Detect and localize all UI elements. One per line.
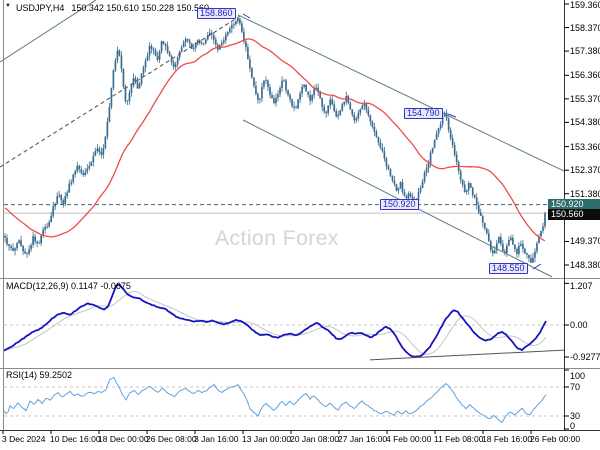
rsi-tick-label: 100 (570, 371, 586, 381)
symbol-title: USDJPY,H4 150.342 150.610 150.228 150.560 (16, 3, 209, 13)
watermark: Action Forex (215, 226, 339, 250)
axis-tag-hline: 150.920 (548, 199, 600, 210)
macd-label: MACD(12,26,9) 0.1147 -0.0675 (6, 281, 131, 291)
date-tick-label: 3 Jan 16:00 (194, 434, 239, 444)
price-tick-label: 151.380 (570, 188, 600, 199)
date-tick-label: 18 Dec 00:00 (98, 434, 149, 444)
date-tick-label: 26 Dec 08:00 (146, 434, 197, 444)
price-tick-label: 152.370 (570, 165, 600, 176)
rsi-tick-label: 0 (570, 421, 576, 431)
price-tick-label: 158.370 (570, 22, 600, 33)
macd-values: 0.1147 -0.0675 (71, 281, 131, 291)
price-tick-label: 154.380 (570, 117, 600, 128)
price-tick-label: 155.370 (570, 93, 600, 104)
price-label-peak: 158.860 (197, 8, 236, 19)
ohlc-quote: 150.342 150.610 150.228 150.560 (71, 3, 209, 13)
price-label-low: 148.550 (489, 263, 528, 274)
axis-tag-current-price: 150.560 (548, 209, 600, 220)
macd-tick-label: 1.207 (570, 281, 593, 291)
date-tick-label: 3 Dec 2024 (2, 434, 46, 444)
macd-tick-label: 0.00 (570, 320, 588, 330)
price-tick-label: 156.360 (570, 70, 600, 81)
date-tick-label: 4 Feb 00:00 (386, 434, 432, 444)
date-tick-label: 26 Feb 00:00 (530, 434, 581, 444)
symbol-dropdown-icon[interactable]: ▼ (5, 3, 11, 9)
date-tick-label: 11 Feb 08:00 (434, 434, 484, 444)
rsi-name: RSI(14) (6, 370, 38, 380)
price-tick-label: 159.360 (570, 0, 600, 10)
rsi-label: RSI(14) 59.2502 (6, 370, 72, 380)
price-label-channel: 154.790 (404, 108, 443, 119)
date-tick-label: 20 Jan 08:00 (290, 434, 340, 444)
price-tick-label: 153.360 (570, 141, 600, 152)
price-label-support: 150.920 (380, 199, 419, 210)
price-tick-label: 148.380 (570, 259, 600, 270)
date-tick-label: 18 Feb 16:00 (482, 434, 533, 444)
rsi-value: 59.2502 (39, 370, 73, 380)
price-tick-label: 149.370 (570, 236, 600, 247)
symbol-name: USDJPY,H4 (16, 3, 65, 13)
price-tick-label: 157.380 (570, 46, 600, 57)
date-tick-label: 10 Dec 16:00 (50, 434, 101, 444)
date-tick-label: 27 Jan 16:00 (338, 434, 388, 444)
date-tick-label: 13 Jan 00:00 (242, 434, 292, 444)
macd-name: MACD(12,26,9) (6, 281, 69, 291)
rsi-tick-label: 30 (570, 411, 581, 421)
macd-tick-label: -0.9277 (570, 352, 600, 362)
rsi-tick-label: 70 (570, 382, 581, 392)
